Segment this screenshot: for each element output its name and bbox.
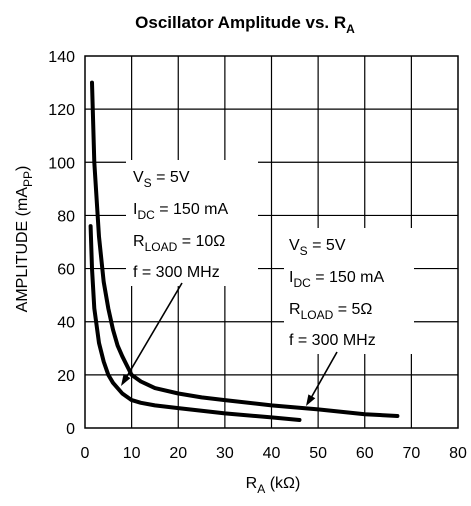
chart-title: Oscillator Amplitude vs. RA [135, 13, 355, 36]
annotation-load-5-ohm: VS = 5V IDC = 150 mA RLOAD = 5Ω f = 300 … [284, 228, 414, 406]
y-tick-label-1: 20 [57, 368, 75, 385]
x-axis-label: RA (kΩ) [246, 475, 301, 496]
annotation-2-line-1: VS = 5V [289, 237, 346, 258]
chart-title-main: Oscillator Amplitude vs. R [135, 13, 346, 32]
x-tick-label-2: 20 [169, 445, 187, 462]
annotation-2-arrow-head [306, 394, 316, 406]
x-tick-label-1: 10 [123, 445, 141, 462]
x-tick-label-7: 70 [402, 445, 420, 462]
y-tick-label-3: 60 [57, 262, 75, 279]
annotation-2-line-3: RLOAD = 5Ω [289, 301, 372, 322]
chart-title-subscript: A [346, 22, 355, 36]
plot-frame [84, 55, 459, 429]
series-line-2 [88, 224, 302, 422]
y-tick-labels: 0 20 40 60 80 100 120 140 [48, 49, 75, 438]
annotation-1-line-4: f = 300 MHz [133, 264, 220, 281]
annotation-load-10-ohm: VS = 5V IDC = 150 mA RLOAD = 10Ω f = 300… [121, 160, 258, 386]
y-tick-label-7: 140 [48, 49, 75, 66]
annotation-2-line-2: IDC = 150 mA [289, 269, 385, 290]
series-line-1 [90, 80, 400, 418]
annotation-1-arrow-line [125, 282, 183, 379]
y-tick-label-6: 120 [48, 102, 75, 119]
x-tick-label-5: 50 [309, 445, 327, 462]
x-tick-label-0: 0 [81, 445, 90, 462]
x-tick-label-3: 30 [216, 445, 234, 462]
annotation-1-line-3: RLOAD = 10Ω [133, 233, 225, 254]
annotation-1-background [126, 160, 258, 286]
y-tick-label-0: 0 [66, 421, 75, 438]
annotation-1-line-2: IDC = 150 mA [133, 201, 229, 222]
x-tick-label-4: 40 [263, 445, 281, 462]
y-tick-label-5: 100 [48, 155, 75, 172]
x-tick-labels: 0 10 20 30 40 50 60 70 80 [81, 445, 467, 462]
annotation-2-line-4: f = 300 MHz [289, 332, 376, 349]
annotation-2-background [284, 228, 414, 354]
x-tick-label-8: 80 [449, 445, 467, 462]
y-axis-label: AMPLITUDE (mAPP) [14, 166, 35, 313]
y-tick-label-2: 40 [57, 315, 75, 332]
curves [88, 80, 400, 422]
x-tick-label-6: 60 [356, 445, 374, 462]
annotation-1-line-1: VS = 5V [133, 169, 190, 190]
annotation-1-arrow-head [121, 374, 131, 386]
y-tick-label-4: 80 [57, 208, 75, 225]
annotation-2-arrow-line [310, 351, 338, 399]
